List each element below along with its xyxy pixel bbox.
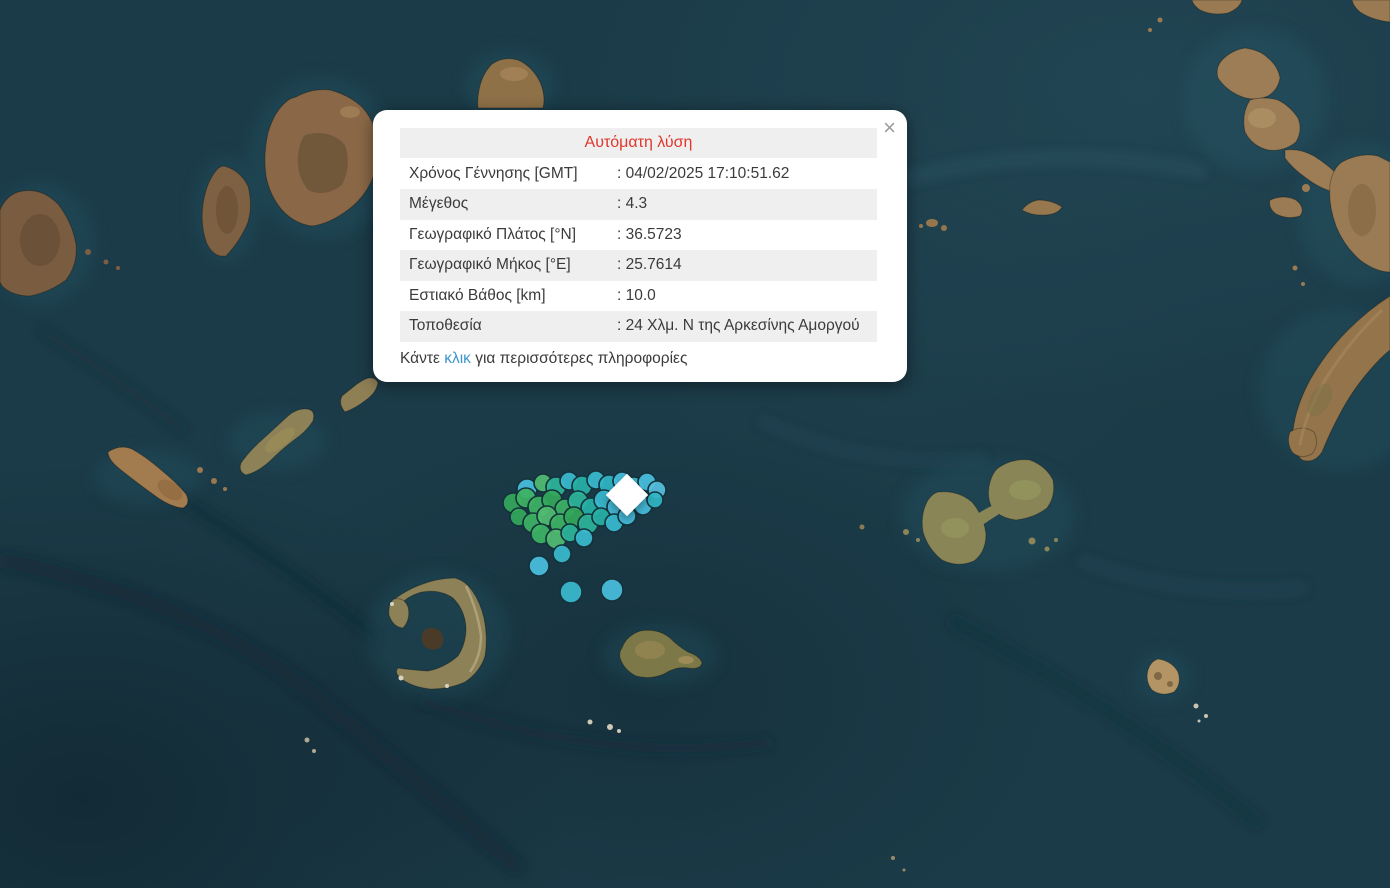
earthquake-info-popup: × Αυτόματη λύση Χρόνος Γέννησης [GMT] : … xyxy=(373,110,907,382)
popup-title: Αυτόματη λύση xyxy=(400,128,877,158)
footer-text-before: Κάντε xyxy=(400,349,445,367)
row-label: Τοποθεσία xyxy=(409,317,482,335)
islets-christiana xyxy=(304,737,316,753)
island-nea-kameni xyxy=(421,627,444,650)
epicenter-marker[interactable] xyxy=(552,544,572,564)
island-therasia xyxy=(388,598,410,629)
island-southeast-small xyxy=(1146,658,1208,723)
popup-row: Εστιακό Βάθος [km] : 10.0 xyxy=(400,281,877,311)
row-value: : 36.5723 xyxy=(617,225,682,243)
row-label: Γεωγραφικό Πλάτος [°N] xyxy=(409,225,577,243)
island-west xyxy=(0,190,120,297)
row-value: : 24 Χλμ. N της Αρκεσίνης Αμοργού xyxy=(617,317,860,335)
row-label: Χρόνος Γέννησης [GMT] xyxy=(409,165,578,182)
island-folegandros xyxy=(107,446,227,509)
row-label: Εστιακό Βάθος [km] xyxy=(409,286,546,304)
popup-footer: Κάντε κλικ για περισσότερες πληροφορίες xyxy=(400,350,877,368)
popup-row: Γεωγραφικό Μήκος [°E] : 25.7614 xyxy=(400,250,877,281)
row-value: : 04/02/2025 17:10:51.62 xyxy=(617,165,790,182)
island-anafi xyxy=(619,629,703,679)
row-value: : 10.0 xyxy=(617,286,656,304)
epicenter-marker[interactable] xyxy=(600,578,624,602)
islets-kinaros-levitha xyxy=(919,199,1063,231)
close-icon[interactable]: × xyxy=(883,115,896,140)
island-santorini xyxy=(388,577,487,690)
islets-south-anafi xyxy=(587,719,621,733)
epicenter-layer xyxy=(502,470,667,604)
island-astypalea xyxy=(859,459,1058,565)
islands-northeast-chain xyxy=(1148,0,1390,286)
row-value: : 25.7614 xyxy=(617,256,682,274)
popup-row: Χρόνος Γέννησης [GMT] : 04/02/2025 17:10… xyxy=(400,159,877,189)
epicenter-marker[interactable] xyxy=(574,528,594,548)
row-value: : 4.3 xyxy=(617,195,648,213)
islets-misc xyxy=(891,856,906,872)
popup-row: Γεωγραφικό Πλάτος [°N] : 36.5723 xyxy=(400,220,877,250)
island-kos xyxy=(1287,295,1390,462)
epicenter-marker[interactable] xyxy=(646,491,664,509)
island-iraklia xyxy=(201,165,251,257)
epicenter-marker[interactable] xyxy=(559,580,583,604)
footer-text-after: για περισσότερες πληροφορίες xyxy=(470,349,688,367)
popup-table: Χρόνος Γέννησης [GMT] : 04/02/2025 17:10… xyxy=(400,159,877,342)
row-label: Μέγεθος xyxy=(409,195,469,213)
more-info-link[interactable]: κλικ xyxy=(444,349,471,367)
island-donousa xyxy=(477,58,545,109)
row-label: Γεωγραφικό Μήκος [°E] xyxy=(409,256,571,274)
epicenter-marker[interactable] xyxy=(528,555,550,577)
island-ios xyxy=(239,408,315,476)
popup-row: Μέγεθος : 4.3 xyxy=(400,189,877,220)
popup-row: Τοποθεσία : 24 Χλμ. N της Αρκεσίνης Αμορ… xyxy=(400,311,877,342)
island-sikinos xyxy=(340,377,379,413)
island-naxos xyxy=(264,89,379,227)
